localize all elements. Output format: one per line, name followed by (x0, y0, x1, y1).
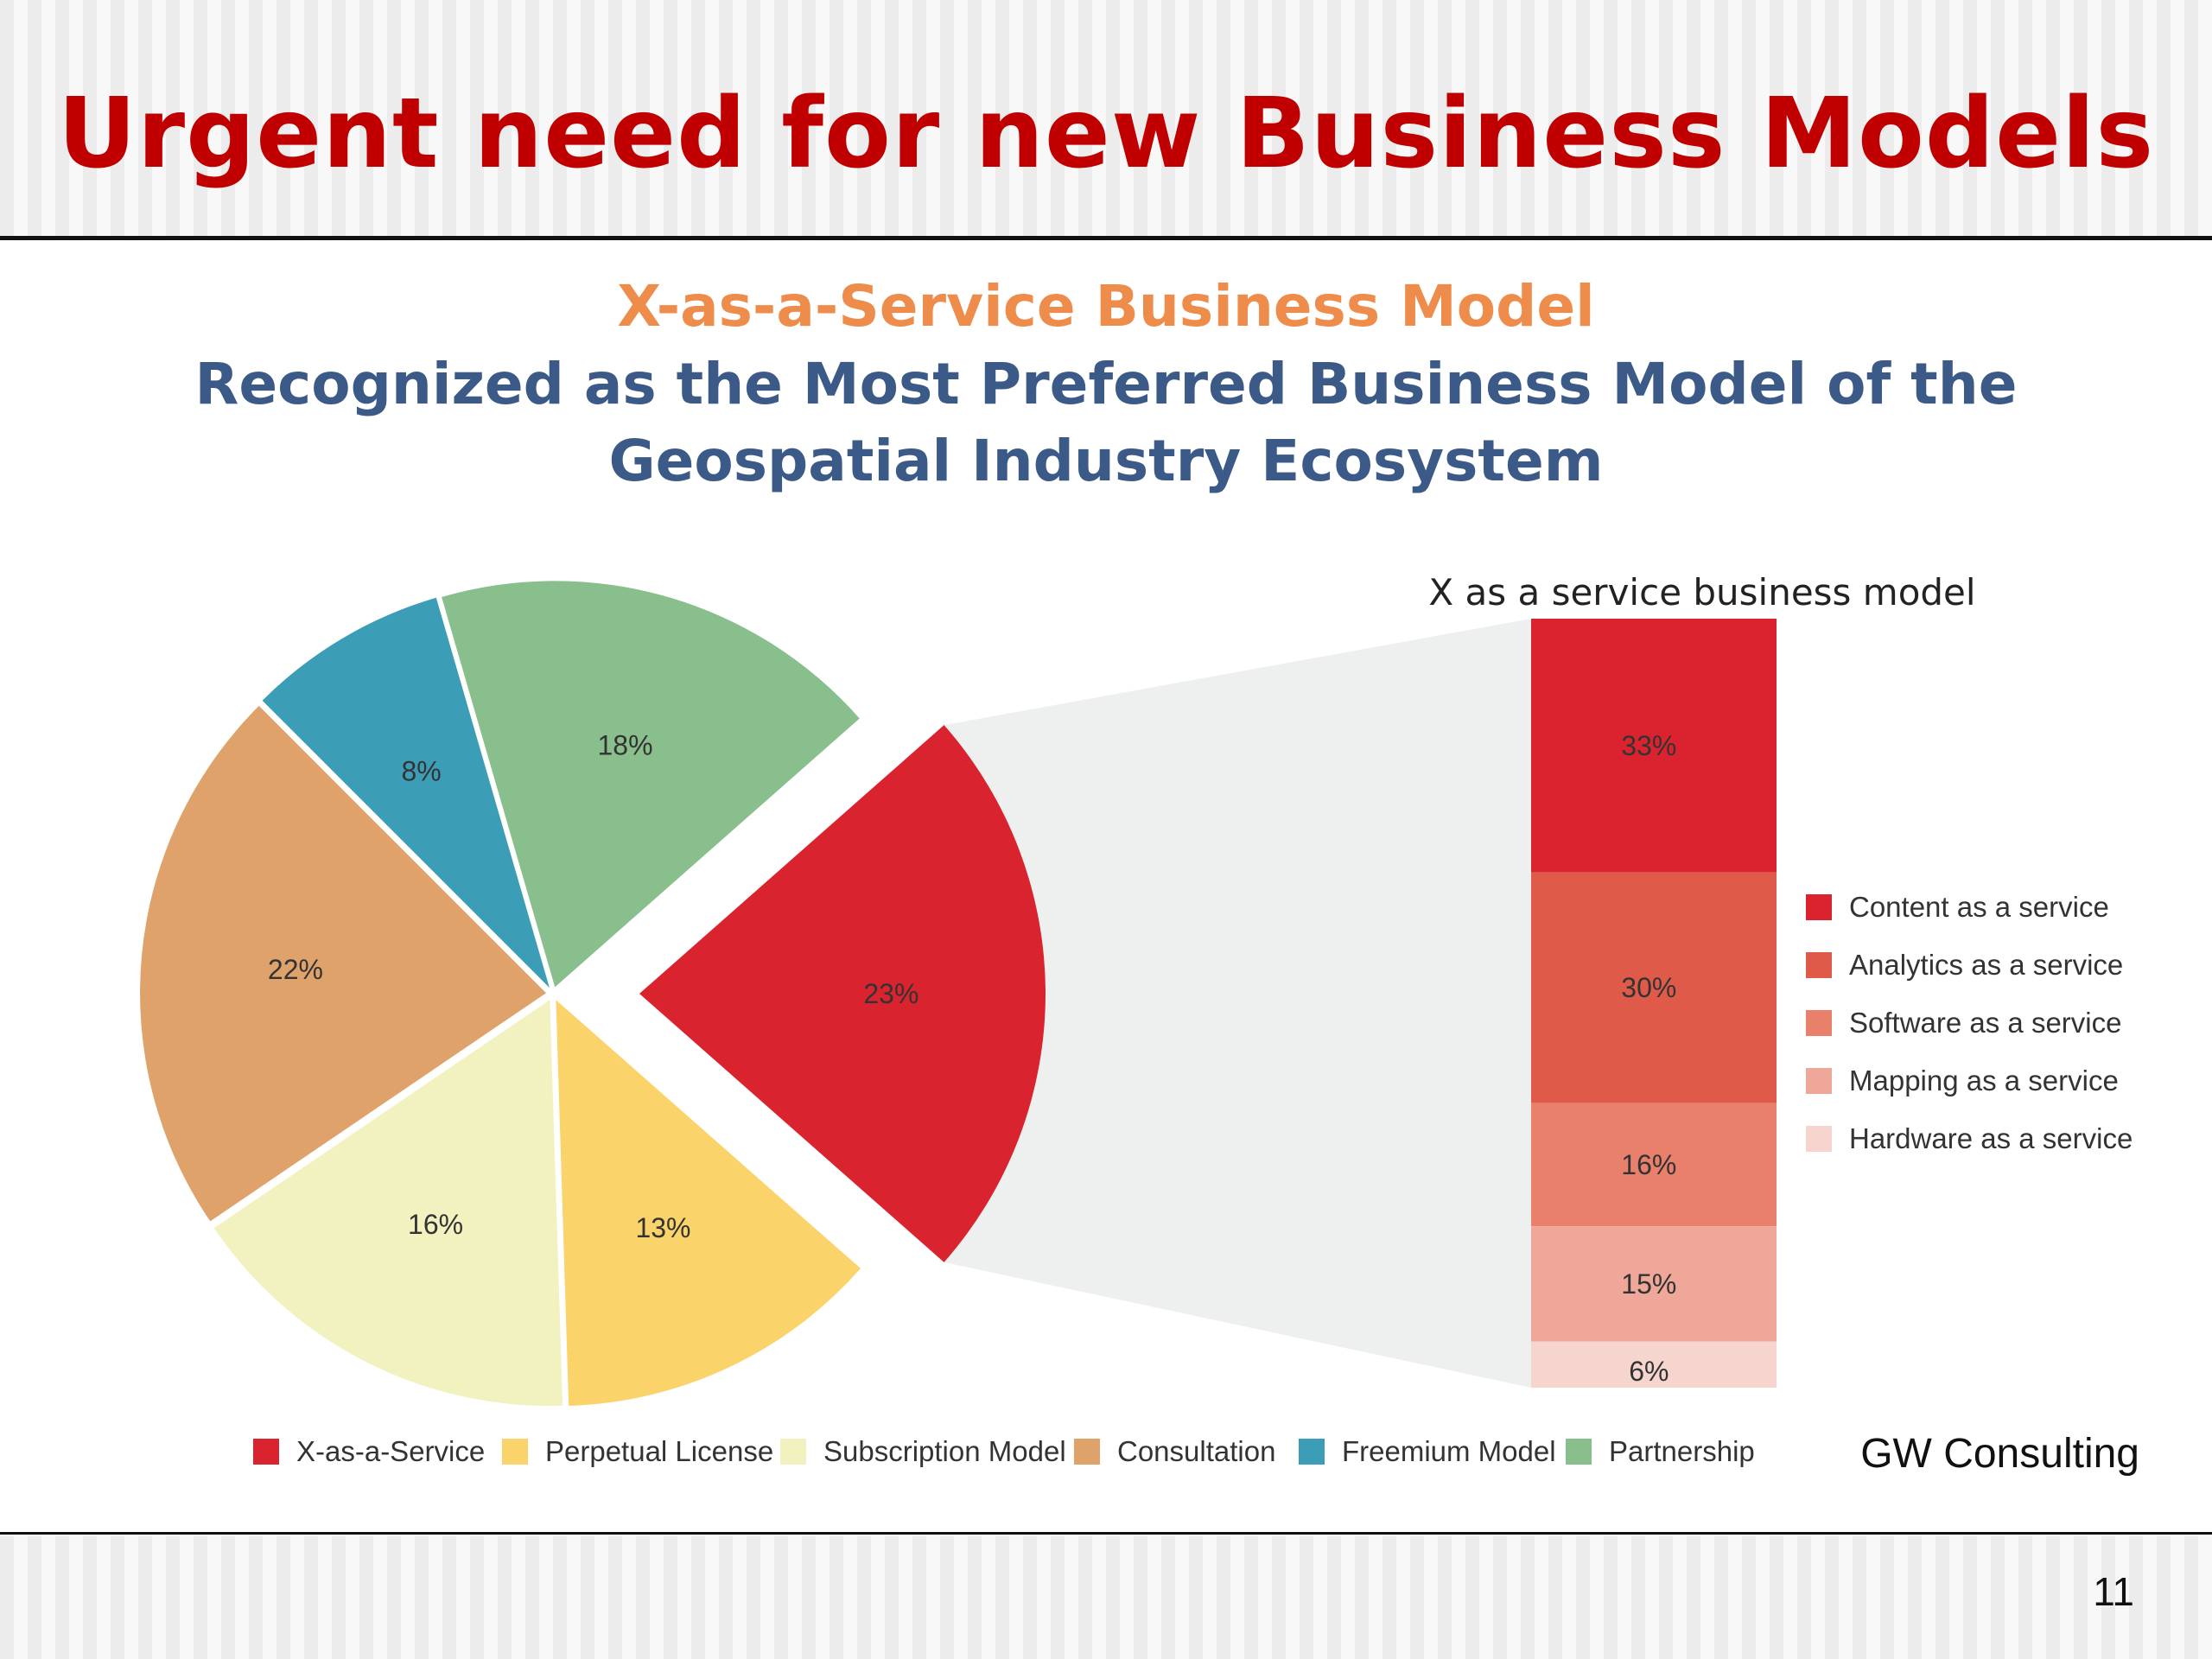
legend-item-hardware-as-a-service: Hardware as a service (1806, 1122, 2133, 1155)
legend-label: Perpetual License (545, 1435, 774, 1467)
legend-label: Content as a service (1849, 891, 2109, 923)
legend-label: Hardware as a service (1849, 1122, 2133, 1154)
legend-item-partnership: Partnership (1566, 1435, 1755, 1468)
legend-label: Partnership (1609, 1435, 1755, 1467)
pie-label-freemium-model: 8% (401, 755, 441, 786)
bar-label-hardware-as-a-service: 6% (1629, 1356, 1669, 1387)
stacked-bar-chart: 33% 30% 16% 15% 6% (1531, 619, 1777, 1388)
pie-slice-subscription-model (213, 1000, 563, 1407)
legend-item-mapping-as-a-service: Mapping as a service (1806, 1065, 2119, 1097)
bar-label-analytics-as-a-service: 30% (1621, 972, 1676, 1003)
legend-swatch (1806, 894, 1832, 920)
legend-item-subscription-model: Subscription Model (780, 1435, 1066, 1468)
legend-item-consultation: Consultation (1074, 1435, 1275, 1468)
legend-label: Analytics as a service (1849, 949, 2124, 981)
pie-slice-x-as-a-service (639, 725, 1046, 1262)
pie-slice-perpetual-license (556, 1000, 861, 1407)
legend-swatch (253, 1439, 279, 1465)
legend-item-perpetual-license: Perpetual License (502, 1435, 773, 1468)
breakdown-title: X as a service business model (1428, 571, 1976, 613)
pie-label-perpetual-license: 13% (635, 1212, 690, 1243)
bar-segment-content-as-a-service (1531, 619, 1777, 873)
legend-item-software-as-a-service: Software as a service (1806, 1007, 2121, 1039)
connector-band (944, 619, 1531, 1388)
legend-swatch (1806, 952, 1832, 978)
bar-segment-analytics-as-a-service (1531, 872, 1777, 1103)
header-rule (0, 236, 2212, 240)
legend-swatch (1806, 1010, 1832, 1036)
footer-rule (0, 1530, 2212, 1535)
bar-segment-software-as-a-service (1531, 1103, 1777, 1227)
legend-label: Subscription Model (823, 1435, 1066, 1467)
header-background (0, 0, 2212, 238)
chart-subtitle-line1: Recognized as the Most Preferred Busines… (194, 351, 2018, 417)
legend-item-freemium-model: Freemium Model (1299, 1435, 1556, 1468)
bar-segment-hardware-as-a-service (1531, 1341, 1777, 1388)
bar-label-mapping-as-a-service: 15% (1621, 1268, 1676, 1300)
legend-label: Mapping as a service (1849, 1065, 2119, 1096)
slide-title: Urgent need for new Business Models (57, 78, 2155, 190)
legend-swatch (502, 1439, 528, 1465)
chart-title: X-as-a-Service Business Model (617, 273, 1595, 340)
pie-slice-consultation (140, 705, 547, 1222)
legend-label: X-as-a-Service (296, 1435, 486, 1467)
legend-swatch (1074, 1439, 1100, 1465)
legend-swatch (1806, 1126, 1832, 1152)
source-credit: GW Consulting (1860, 1431, 2139, 1477)
legend-label: Software as a service (1849, 1007, 2122, 1039)
pie-slice-partnership (442, 581, 860, 988)
chart-subtitle-line2: Geospatial Industry Ecosystem (608, 428, 1604, 494)
legend-swatch (1299, 1439, 1325, 1465)
legend-label: Consultation (1117, 1435, 1276, 1467)
bar-label-content-as-a-service: 33% (1621, 730, 1676, 761)
legend-item-content-as-a-service: Content as a service (1806, 891, 2109, 924)
pie-label-consultation: 22% (268, 954, 323, 985)
pie-slice-freemium-model (262, 597, 550, 988)
legend-label: Freemium Model (1342, 1435, 1556, 1467)
footer-background (0, 1536, 2212, 1659)
pie-chart: 23% 13% 16% 22% 8% 18% (140, 581, 1531, 1407)
pie-label-x-as-a-service: 23% (863, 978, 918, 1009)
legend-swatch (1566, 1439, 1592, 1465)
bar-segment-mapping-as-a-service (1531, 1226, 1777, 1342)
legend-item-analytics-as-a-service: Analytics as a service (1806, 949, 2123, 982)
legend-swatch (1806, 1068, 1832, 1094)
legend-swatch (780, 1439, 806, 1465)
page-number: 11 (2093, 1569, 2134, 1614)
bar-label-software-as-a-service: 16% (1621, 1149, 1676, 1180)
pie-label-partnership: 18% (598, 729, 653, 760)
legend-item-x-as-a-service: X-as-a-Service (253, 1435, 485, 1468)
pie-label-subscription-model: 16% (408, 1209, 463, 1240)
